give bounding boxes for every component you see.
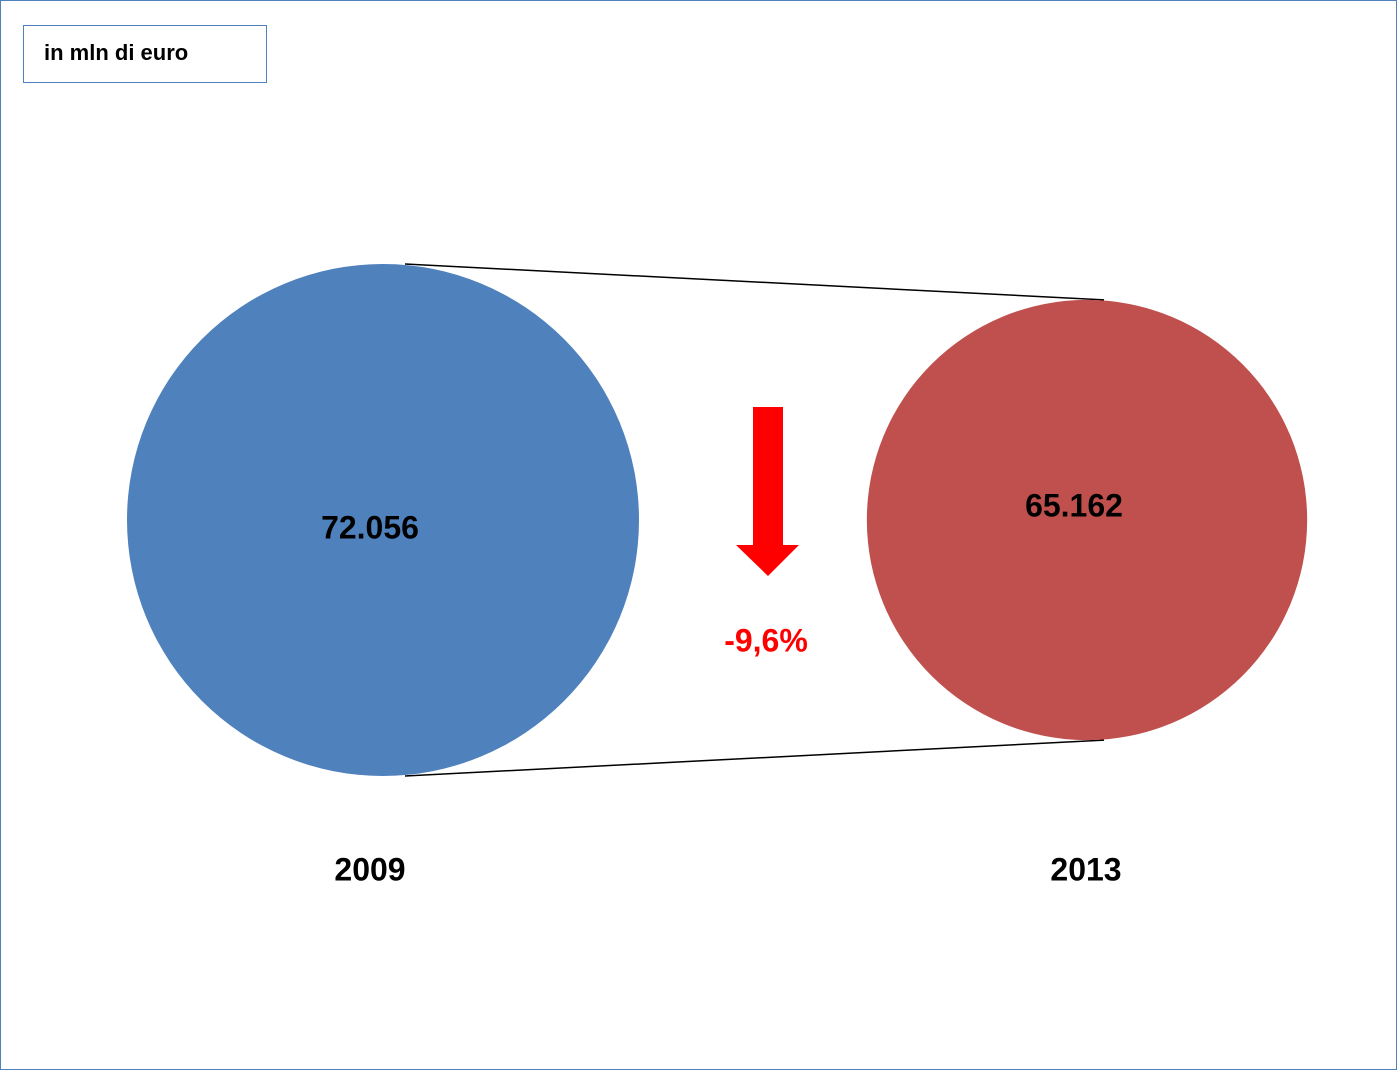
bubble-value-label-2013: 65.162	[1025, 487, 1123, 523]
bubble-value-label-2009: 72.056	[321, 509, 419, 545]
connector-lines	[404, 263, 1105, 777]
year-label-2009: 2009	[334, 851, 405, 887]
bubble-labels: 72.056 65.162 2009 2013	[321, 487, 1123, 887]
arrow-down-icon	[736, 407, 799, 576]
unit-label-box: in mln di euro	[23, 25, 267, 83]
change-indicator: -9,6%	[724, 407, 808, 658]
unit-label: in mln di euro	[44, 40, 189, 65]
change-percent-label: -9,6%	[724, 622, 808, 658]
connector-line-top	[404, 263, 1105, 301]
bubble-2013	[866, 299, 1308, 741]
connector-line-bottom	[404, 739, 1105, 777]
bubble-2009	[127, 264, 639, 776]
bubbles	[127, 264, 1308, 776]
year-label-2013: 2013	[1050, 851, 1121, 887]
